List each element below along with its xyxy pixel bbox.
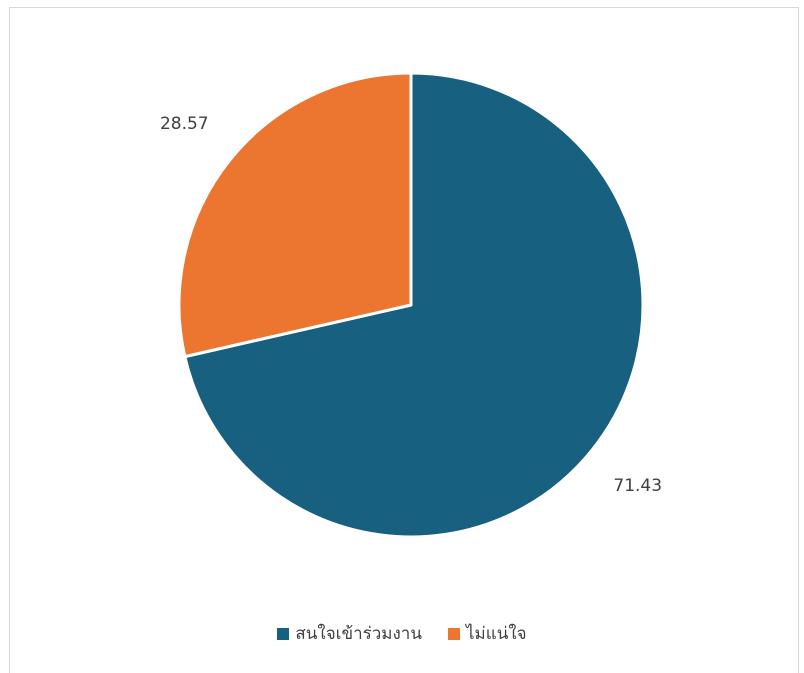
data-label-unsure: 28.57 xyxy=(160,114,209,134)
legend-entry-interested: สนใจเข้าร่วมงาน xyxy=(277,620,422,647)
pie-slice-interested xyxy=(183,71,645,539)
legend-swatch-interested xyxy=(277,627,290,640)
data-label-interested: 71.43 xyxy=(613,476,662,496)
pie-slice-unsure xyxy=(177,71,413,359)
legend-label-interested: สนใจเข้าร่วมงาน xyxy=(295,624,422,644)
legend-swatch-unsure xyxy=(447,627,460,640)
legend-entry-unsure: ไม่แน่ใจ xyxy=(447,620,527,647)
legend-label-unsure: ไม่แน่ใจ xyxy=(465,624,527,644)
legend: สนใจเข้าร่วมงาน ไม่แน่ใจ xyxy=(0,620,804,647)
